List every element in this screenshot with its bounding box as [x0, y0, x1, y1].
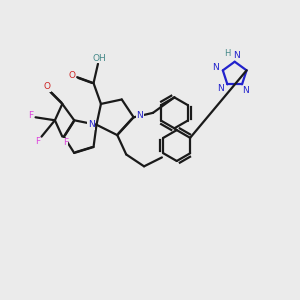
- Text: N: N: [233, 51, 240, 60]
- Text: OH: OH: [93, 54, 106, 63]
- Text: H: H: [224, 49, 230, 58]
- Text: F: F: [63, 138, 68, 147]
- Text: N: N: [136, 111, 143, 120]
- Text: N: N: [242, 86, 248, 95]
- Text: O: O: [44, 82, 51, 91]
- Text: N: N: [88, 120, 94, 129]
- Text: O: O: [68, 71, 75, 80]
- Text: N: N: [218, 84, 224, 93]
- Text: N: N: [212, 64, 219, 73]
- Text: F: F: [28, 111, 33, 120]
- Text: F: F: [35, 137, 40, 146]
